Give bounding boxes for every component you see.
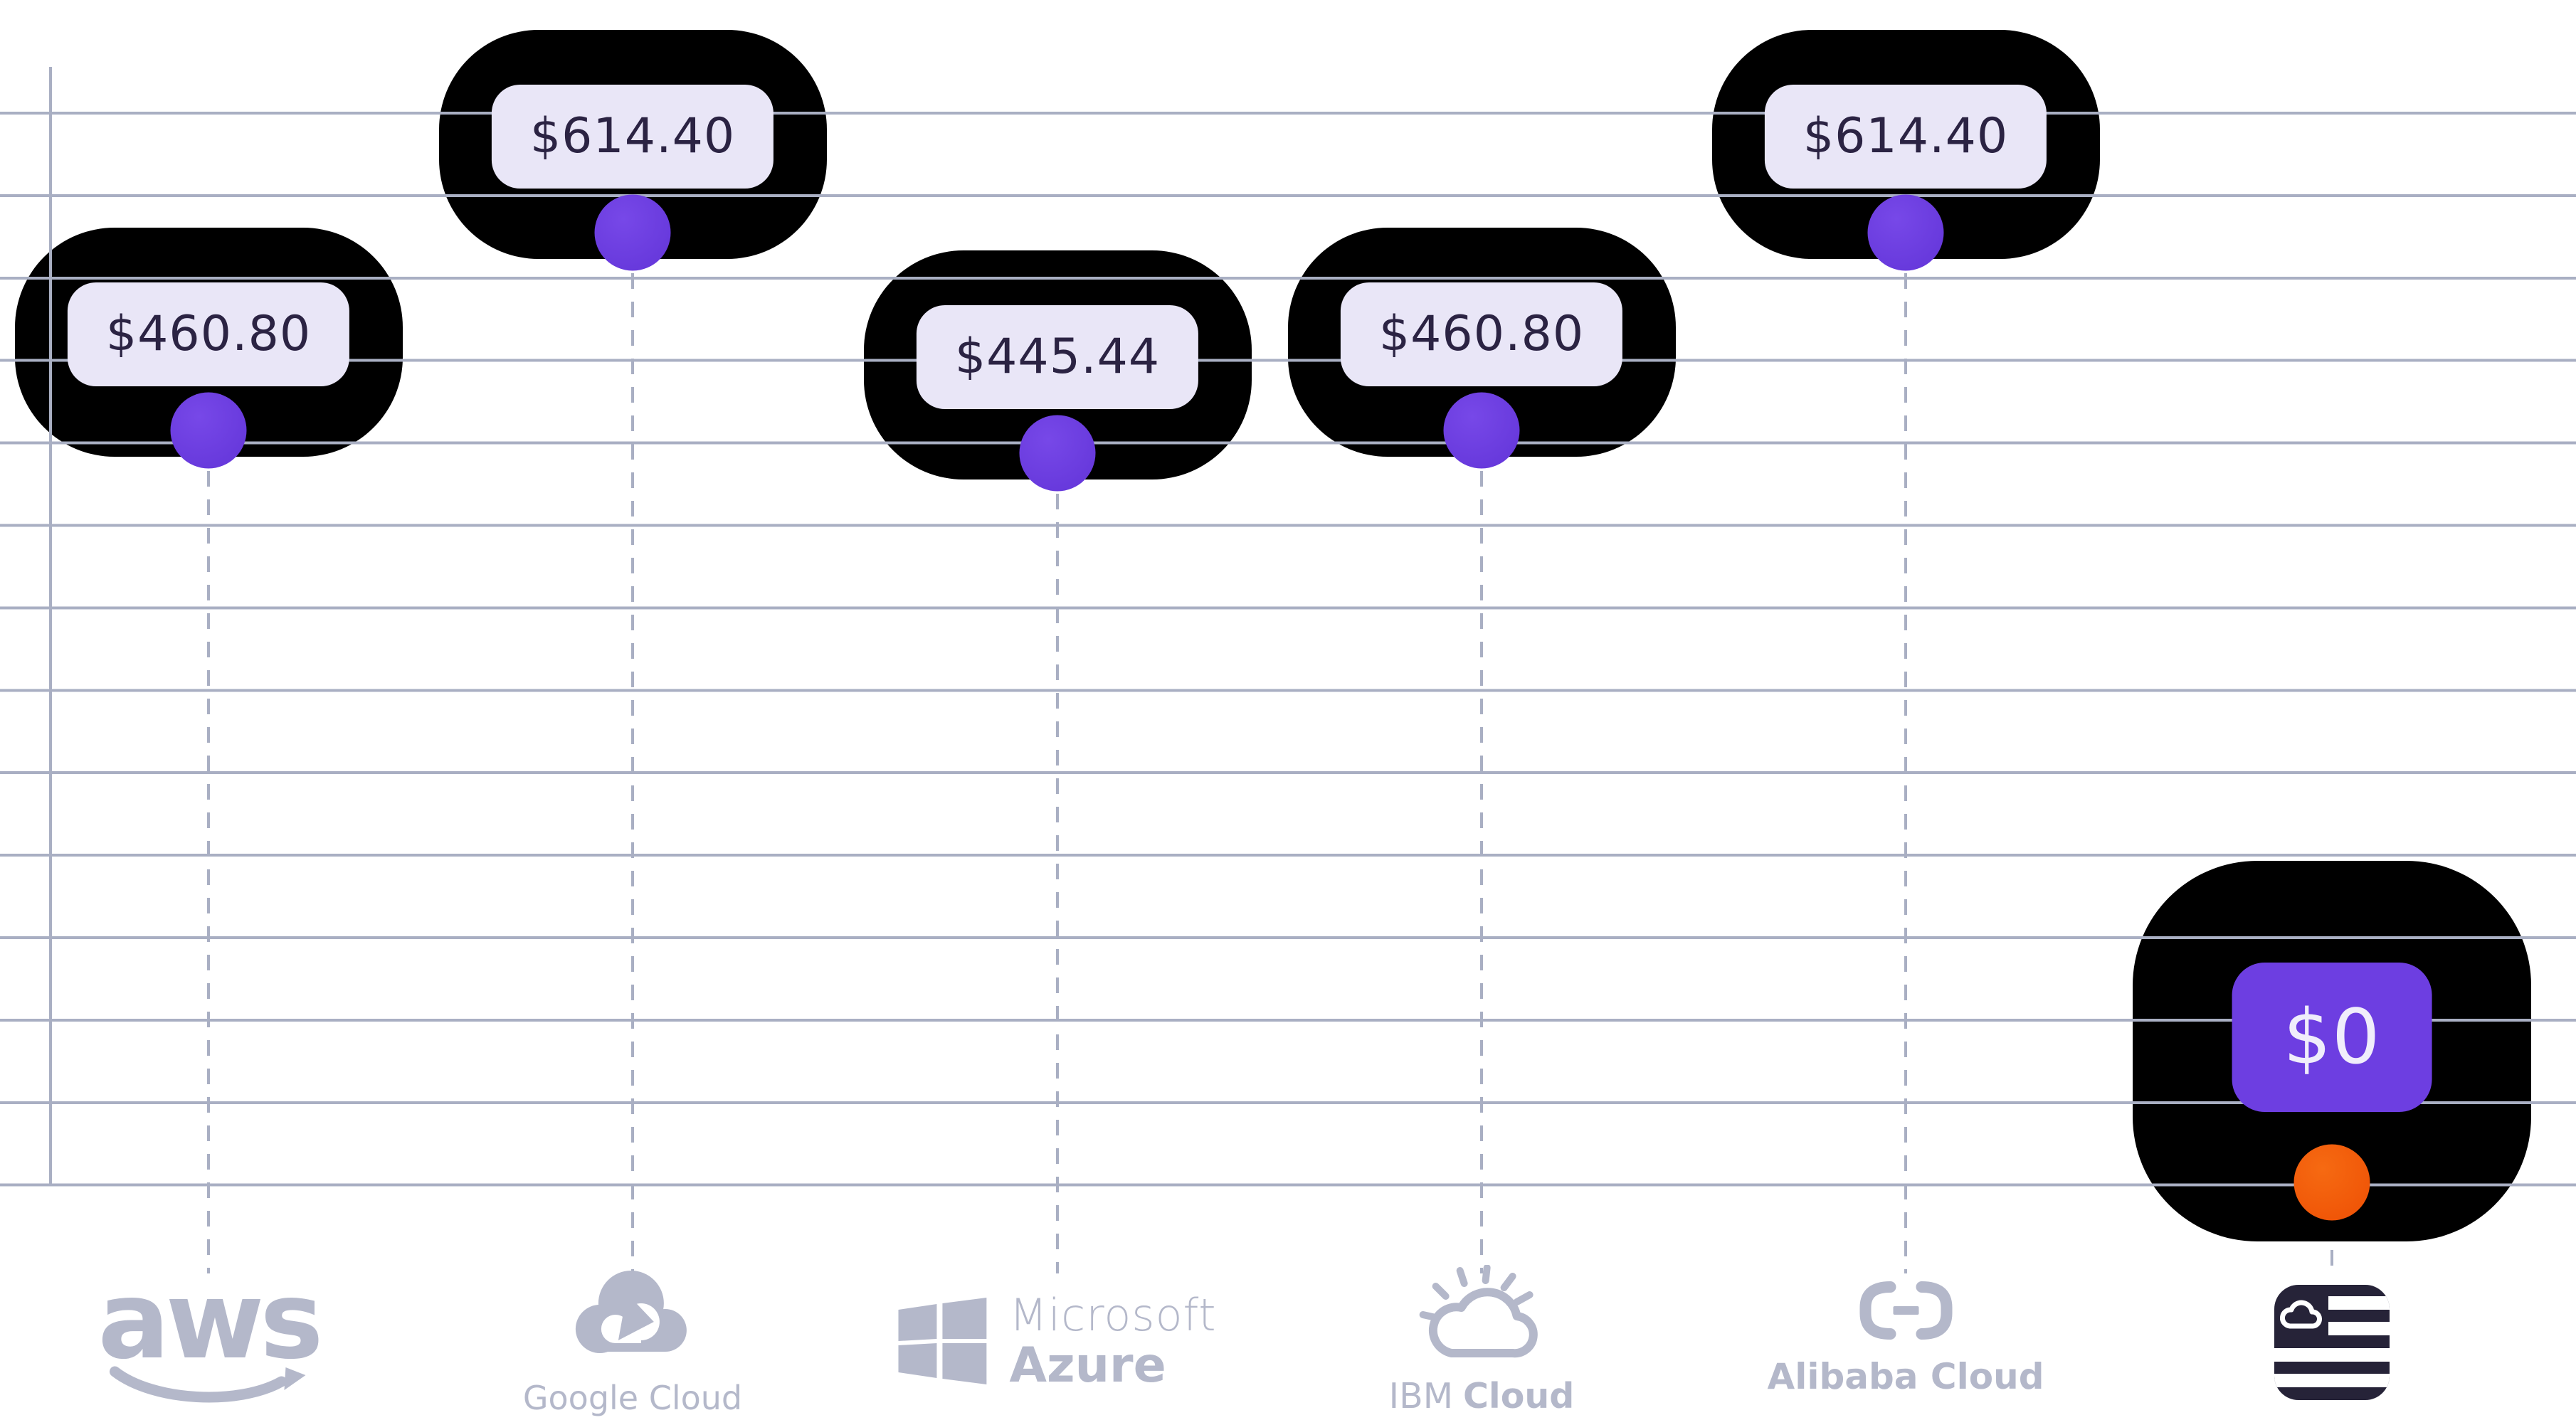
- column-guide-aws: [207, 471, 210, 1273]
- column-guide-alibaba-cloud: [1904, 273, 1907, 1273]
- aws-logo-text: aws: [97, 1259, 323, 1383]
- column-guide-ibm-cloud: [1480, 471, 1483, 1273]
- google-cloud-icon: [575, 1271, 687, 1353]
- ibm-logo-suffix: Cloud: [1462, 1376, 1575, 1416]
- data-point-alibaba-cloud[interactable]: [1867, 194, 1944, 271]
- y-axis-line: [49, 67, 52, 1186]
- alibaba-cloud-icon: [1859, 1281, 1952, 1340]
- aws-smile-icon: [109, 1366, 305, 1403]
- column-guide-azure: [1056, 494, 1059, 1273]
- google-cloud-logo: Google Cloud: [523, 1259, 742, 1417]
- microsoft-flag-icon: [898, 1298, 987, 1384]
- alibaba-cloud-logo-text: Alibaba Cloud: [1767, 1356, 2044, 1397]
- ibm-cloud-icon: [1419, 1265, 1538, 1358]
- price-tooltip-azure: $445.44: [916, 305, 1199, 409]
- aws-logo: aws: [97, 1259, 324, 1411]
- ibm-cloud-logo: IBM Cloud: [1389, 1265, 1575, 1416]
- ibm-logo-prefix: IBM: [1388, 1376, 1453, 1416]
- data-point-aws[interactable]: [170, 392, 247, 469]
- ibm-cloud-logo-text: IBM Cloud: [1389, 1376, 1575, 1416]
- google-cloud-logo-text: Google Cloud: [522, 1379, 743, 1417]
- microsoft-azure-logo: Microsoft Azure: [898, 1293, 1216, 1390]
- american-cloud-logo: [2274, 1285, 2390, 1400]
- microsoft-logo-text: Microsoft: [1009, 1289, 1217, 1341]
- price-tooltip-american-cloud: $0: [2232, 963, 2432, 1112]
- price-tooltip-aws: $460.80: [67, 282, 350, 386]
- data-point-google-cloud[interactable]: [594, 194, 671, 271]
- azure-logo-text: Azure: [1009, 1337, 1166, 1394]
- american-cloud-icon: [2274, 1285, 2390, 1400]
- price-tooltip-ibm-cloud: $460.80: [1340, 282, 1623, 386]
- alibaba-cloud-logo: Alibaba Cloud: [1767, 1281, 2044, 1397]
- price-tooltip-google-cloud: $614.40: [491, 85, 774, 189]
- data-point-azure[interactable]: [1019, 415, 1096, 492]
- price-tooltip-alibaba-cloud: $614.40: [1764, 85, 2047, 189]
- data-point-american-cloud[interactable]: [2293, 1144, 2370, 1221]
- data-point-ibm-cloud[interactable]: [1443, 392, 1520, 469]
- column-guide-american-cloud: [2330, 1250, 2333, 1278]
- column-guide-google-cloud: [631, 273, 634, 1273]
